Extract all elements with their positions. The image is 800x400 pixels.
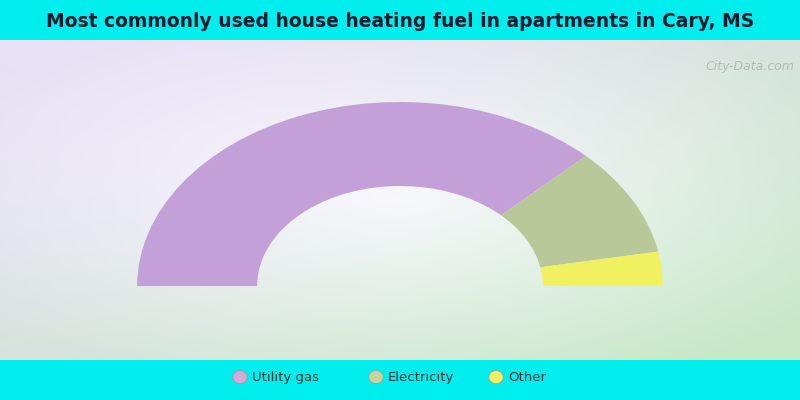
Ellipse shape [489,370,503,384]
Ellipse shape [369,370,383,384]
Ellipse shape [233,370,247,384]
Text: City-Data.com: City-Data.com [706,60,794,73]
Wedge shape [540,252,663,286]
Wedge shape [137,102,586,286]
Text: Most commonly used house heating fuel in apartments in Cary, MS: Most commonly used house heating fuel in… [46,12,754,31]
Wedge shape [501,156,658,267]
Text: Other: Other [508,371,546,384]
Text: Utility gas: Utility gas [252,371,319,384]
Text: Electricity: Electricity [388,371,454,384]
